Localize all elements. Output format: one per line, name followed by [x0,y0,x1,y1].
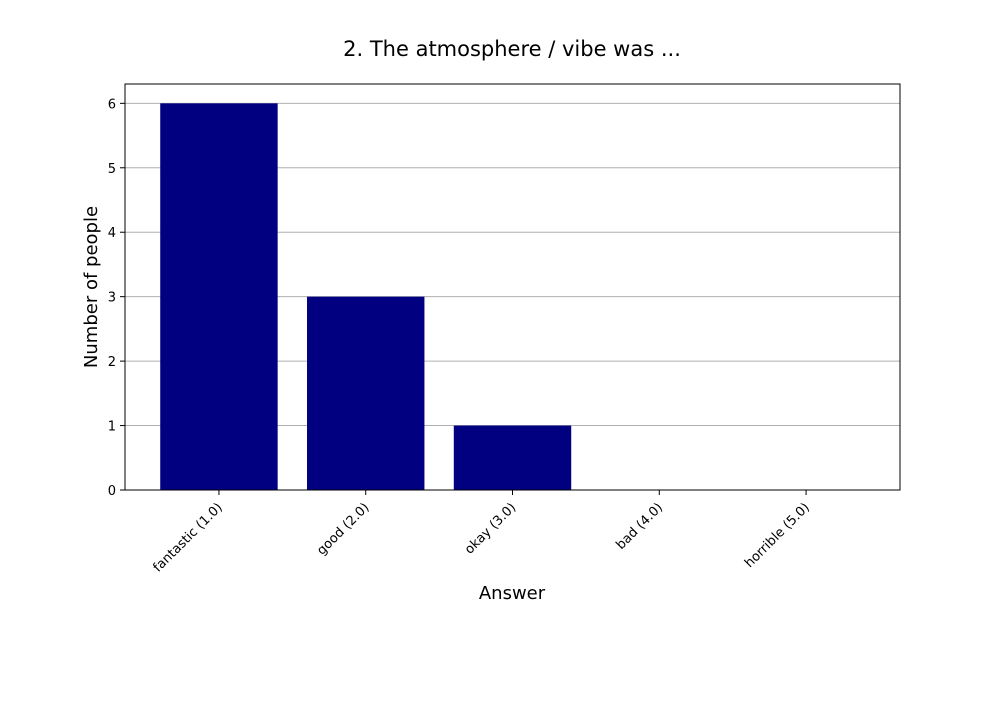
y-tick-label: 3 [108,291,116,306]
x-tick-label: horrible (5.0) [742,500,813,571]
bar [160,103,278,490]
x-tick-label: good (2.0) [314,500,372,558]
x-tick-label: okay (3.0) [462,500,519,557]
y-axis-ticks: 0 1 2 3 4 5 6 [108,97,125,499]
y-axis-label: Number of people [81,206,102,368]
y-tick-label: 6 [108,97,116,112]
y-tick-label: 2 [108,355,116,370]
y-tick-label: 4 [108,226,116,241]
bar [307,296,425,490]
x-axis-ticks: fantastic (1.0) good (2.0) okay (3.0) bad (… [151,490,813,575]
bar [453,425,572,490]
x-tick-label: fantastic (1.0) [151,500,226,575]
x-axis-label: Answer [479,583,546,604]
y-tick-label: 1 [108,420,116,435]
y-tick-label: 5 [108,162,116,177]
y-tick-label: 0 [108,484,116,499]
bars [160,103,572,490]
chart-title: 2. The atmosphere / vibe was ... [343,37,681,61]
x-tick-label: bad (4.0) [613,500,666,553]
